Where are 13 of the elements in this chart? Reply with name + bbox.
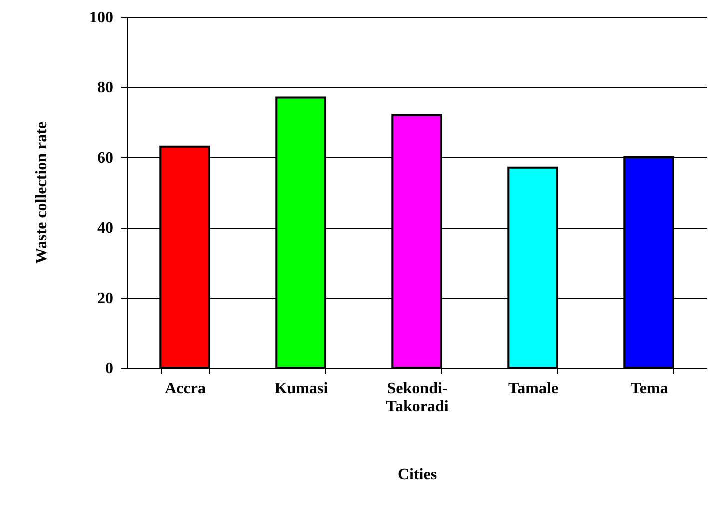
x-tick-label: Tema [630, 380, 668, 398]
y-tick-label: 20 [98, 290, 114, 308]
x-tick-label: Sekondi-Takoradi [386, 380, 450, 416]
y-tick-label: 100 [90, 10, 114, 26]
y-tick-label: 40 [98, 220, 114, 238]
x-tick-label: Tamale [508, 380, 559, 398]
y-tick-label: 0 [106, 360, 114, 378]
x-tick-label: Kumasi [274, 380, 329, 398]
y-tick-label: 80 [98, 80, 114, 97]
x-axis-title: Cities [398, 466, 438, 484]
y-axis-title: Waste collection rate [34, 122, 50, 264]
y-tick-label: 60 [98, 150, 114, 167]
x-tick-label: Accra [165, 380, 206, 398]
